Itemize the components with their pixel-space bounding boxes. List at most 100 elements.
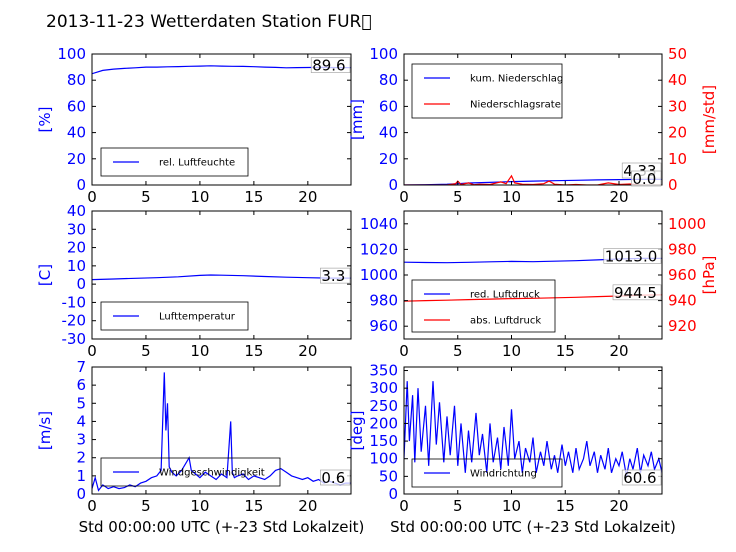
x-tick-label-temperature: 15 — [244, 342, 263, 360]
value-label-humidity-0: 89.6 — [312, 57, 345, 75]
y-tick-label-winddir: 200 — [369, 414, 398, 432]
legend-label-precip-0: kum. Niederschlag — [470, 74, 563, 85]
y2-tick-label-precip: 40 — [668, 71, 687, 89]
legend-box-windspeed — [100, 457, 281, 487]
x-tick-label-precip: 20 — [609, 188, 628, 206]
y-tick-label-humidity: 20 — [67, 150, 86, 168]
y2-axis-label-precip: [mm/std] — [700, 85, 718, 154]
y-tick-label-temperature: 10 — [67, 257, 86, 275]
y-tick-label-winddir: 150 — [369, 432, 398, 450]
y-tick-label-windspeed: 6 — [76, 376, 86, 394]
x-tick-label-humidity: 20 — [298, 188, 317, 206]
value-label-precip-1: 0.0 — [632, 170, 656, 188]
value-label-pressure-0: 1013.0 — [605, 247, 658, 265]
legend-box-humidity — [100, 147, 249, 177]
y-tick-label-winddir: 100 — [369, 450, 398, 468]
y-axis-label-temperature: [C] — [36, 264, 54, 286]
x-tick-label-humidity: 5 — [141, 188, 151, 206]
value-label-winddir-0: 60.6 — [623, 469, 656, 487]
y-tick-label-winddir: 50 — [379, 467, 398, 485]
y2-tick-label-pressure: 960 — [668, 266, 697, 284]
y-tick-label-humidity: 100 — [57, 45, 86, 63]
y-tick-label-temperature: 20 — [67, 239, 86, 257]
y-tick-label-windspeed: 3 — [76, 431, 86, 449]
y-tick-label-winddir: 300 — [369, 379, 398, 397]
x-tick-label-precip: 0 — [399, 188, 409, 206]
series-line-humidity-0 — [92, 65, 351, 75]
y-tick-label-windspeed: 5 — [76, 394, 86, 412]
x-tick-label-humidity: 0 — [87, 188, 97, 206]
x-tick-label-winddir: 5 — [453, 497, 463, 515]
x-tick-label-pressure: 5 — [453, 342, 463, 360]
axes-frame-windspeed — [91, 366, 352, 495]
y2-tick-label-pressure: 980 — [668, 240, 697, 258]
panel-temperature: 0 5 10 15 20-30-20-10010203040[C]Lufttempera… — [36, 202, 352, 360]
axes-frame-precip — [403, 53, 663, 186]
x-tick-label-precip: 15 — [556, 188, 575, 206]
x-tick-label-winddir: 0 — [399, 497, 409, 515]
x-tick-label-windspeed: 20 — [298, 497, 317, 515]
x-tick-label-humidity: 10 — [190, 188, 209, 206]
y-tick-label-humidity: 80 — [67, 71, 86, 89]
legend-label-winddir-0: Windrichtung — [470, 469, 537, 480]
value-box-pressure-1 — [612, 284, 662, 301]
y-tick-label-windspeed: 2 — [76, 449, 86, 467]
y2-axis-label-pressure: [hPa] — [700, 256, 718, 295]
x-tick-label-temperature: 0 — [87, 342, 97, 360]
value-box-precip-1 — [631, 170, 662, 187]
y-tick-label-temperature: -10 — [62, 293, 87, 311]
x-tick-label-temperature: 5 — [141, 342, 151, 360]
y-tick-label-winddir: 0 — [388, 485, 398, 503]
value-box-temperature-0 — [320, 267, 351, 284]
y-tick-label-temperature: 0 — [76, 275, 86, 293]
x-tick-label-precip: 5 — [453, 188, 463, 206]
y-tick-label-pressure: 1020 — [360, 240, 398, 258]
panel-humidity: 0 5 10 15 20 0 20 40 60 80 100 [%] rel. Luftfeuchte 8… — [36, 45, 352, 206]
y2-tick-label-precip: 50 — [668, 45, 687, 63]
x-tick-label-pressure: 10 — [502, 342, 521, 360]
y-tick-label-precip: 60 — [379, 97, 398, 115]
x-tick-label-winddir: 20 — [609, 497, 628, 515]
y-tick-label-winddir: 250 — [369, 397, 398, 415]
x-tick-label-windspeed: 0 — [87, 497, 97, 515]
y-tick-label-humidity: 0 — [76, 176, 86, 194]
y2-tick-label-pressure: 1000 — [668, 215, 706, 233]
value-label-pressure-1: 944.5 — [614, 284, 657, 302]
value-label-windspeed-0: 0.6 — [321, 469, 345, 487]
axes-frame-humidity — [91, 53, 352, 186]
x-tick-label-windspeed: 10 — [190, 497, 209, 515]
y-tick-label-precip: 100 — [369, 45, 398, 63]
y-axis-label-winddir: [deg] — [348, 411, 366, 451]
series-line-windspeed-0 — [92, 372, 351, 492]
y-tick-label-humidity: 60 — [67, 97, 86, 115]
y2-tick-label-precip: 20 — [668, 124, 687, 142]
legend-label-windspeed-0: Windgeschwindigkeit — [159, 468, 265, 479]
legend-box-precip — [411, 63, 563, 119]
value-label-temperature-0: 3.3 — [321, 267, 345, 285]
x-tick-label-temperature: 10 — [190, 342, 209, 360]
y-tick-label-precip: 80 — [379, 71, 398, 89]
y-tick-label-pressure: 960 — [369, 317, 398, 335]
legend-label-precip-1: Niederschlagsrate — [470, 100, 561, 111]
y-axis-label-windspeed: [m/s] — [36, 411, 54, 450]
legend-label-temperature-0: Lufttemperatur — [159, 312, 236, 323]
y-axis-label-humidity: [%] — [36, 107, 54, 133]
panel-precip: 0 5 10 15 20 0 20 40 60 80 100 0 10 20 30 40 50 [mm] [mm/s… — [348, 45, 718, 206]
legend-label-humidity-0: rel. Luftfeuchte — [159, 158, 235, 169]
legend-box-pressure — [411, 279, 556, 333]
y-tick-label-temperature: -20 — [62, 312, 87, 330]
y-tick-label-winddir: 350 — [369, 362, 398, 380]
y-tick-label-pressure: 980 — [369, 292, 398, 310]
legend-box-temperature — [100, 301, 249, 331]
y2-tick-label-precip: 30 — [668, 97, 687, 115]
x-tick-label-pressure: 0 — [399, 342, 409, 360]
x-tick-label-temperature: 20 — [298, 342, 317, 360]
x-tick-label-winddir: 15 — [556, 497, 575, 515]
y2-tick-label-pressure: 920 — [668, 317, 697, 335]
series-line-winddir-0 — [404, 381, 662, 477]
y-tick-label-windspeed: 1 — [76, 467, 86, 485]
series-line-precip-1 — [404, 174, 662, 185]
panel-pressure: 0 5 10 15 20 960 980 1000 1020 1040 920 940 960 980 10… — [360, 210, 718, 360]
